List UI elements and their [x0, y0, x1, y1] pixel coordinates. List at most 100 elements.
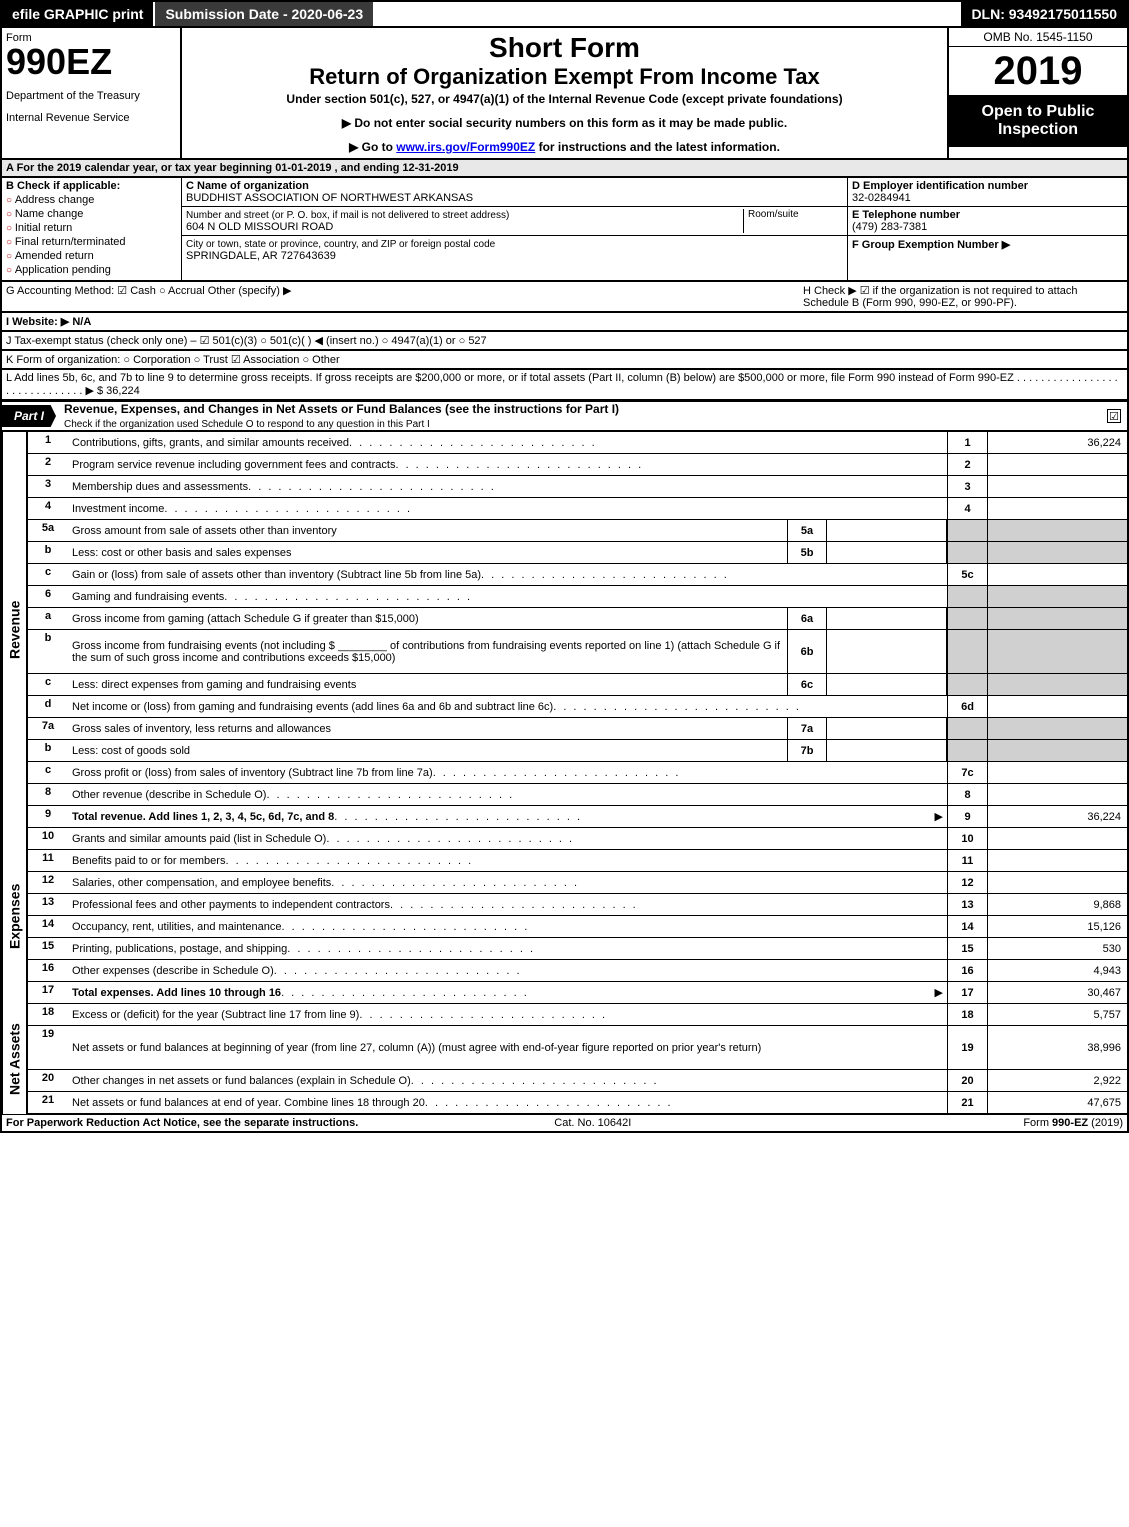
mid-line-number: 6b [787, 630, 827, 673]
line-17: 17Total expenses. Add lines 10 through 1… [26, 982, 1129, 1004]
mid-line-number: 5b [787, 542, 827, 563]
section-net-assets: Net Assets18Excess or (deficit) for the … [0, 1004, 1129, 1114]
line-b: bLess: cost or other basis and sales exp… [26, 542, 1129, 564]
line-desc: Net assets or fund balances at end of ye… [68, 1092, 947, 1113]
line-number: b [28, 740, 68, 761]
chk-final-return[interactable]: Final return/terminated [6, 236, 177, 248]
form-title-1: Short Form [186, 32, 943, 64]
line-19: 19Net assets or fund balances at beginni… [26, 1026, 1129, 1070]
e-label: E Telephone number [852, 209, 960, 221]
line-desc: Professional fees and other payments to … [68, 894, 947, 915]
line-number: 3 [28, 476, 68, 497]
side-label-net-assets: Net Assets [2, 1004, 26, 1114]
dept-irs: Internal Revenue Service [6, 112, 176, 124]
g-h-row: G Accounting Method: ☑ Cash ○ Accrual Ot… [0, 282, 1129, 313]
right-line-number: 17 [947, 982, 987, 1003]
right-line-number [947, 608, 987, 629]
line-b: bGross income from fundraising events (n… [26, 630, 1129, 674]
right-line-value [987, 828, 1127, 849]
line-5a: 5aGross amount from sale of assets other… [26, 520, 1129, 542]
org-name: BUDDHIST ASSOCIATION OF NORTHWEST ARKANS… [186, 192, 473, 204]
right-line-value [987, 740, 1127, 761]
line-desc: Net income or (loss) from gaming and fun… [68, 696, 947, 717]
mid-line-number: 7b [787, 740, 827, 761]
line-a-calendar-year: A For the 2019 calendar year, or tax yea… [0, 160, 1129, 178]
ssn-warning: ▶ Do not enter social security numbers o… [186, 116, 943, 130]
line-desc: Gross amount from sale of assets other t… [68, 520, 787, 541]
line-16: 16Other expenses (describe in Schedule O… [26, 960, 1129, 982]
line-number: b [28, 630, 68, 673]
g-accounting-method: G Accounting Method: ☑ Cash ○ Accrual Ot… [6, 284, 803, 309]
line-a: aGross income from gaming (attach Schedu… [26, 608, 1129, 630]
line-21: 21Net assets or fund balances at end of … [26, 1092, 1129, 1114]
right-line-value: 30,467 [987, 982, 1127, 1003]
line-desc: Less: cost or other basis and sales expe… [68, 542, 787, 563]
omb-number: OMB No. 1545-1150 [949, 28, 1127, 47]
right-line-number: 13 [947, 894, 987, 915]
line-number: 10 [28, 828, 68, 849]
street-label: Number and street (or P. O. box, if mail… [186, 210, 509, 221]
part-i-checkbox[interactable]: ☑ [1107, 409, 1121, 423]
line-number: c [28, 762, 68, 783]
city-label: City or town, state or province, country… [186, 239, 495, 250]
right-line-number [947, 586, 987, 607]
right-line-number [947, 520, 987, 541]
right-line-value [987, 476, 1127, 497]
line-number: 8 [28, 784, 68, 805]
line-number: 2 [28, 454, 68, 475]
right-line-value [987, 674, 1127, 695]
chk-amended-return[interactable]: Amended return [6, 250, 177, 262]
efile-print-button[interactable]: efile GRAPHIC print [2, 2, 153, 26]
box-b: B Check if applicable: Address change Na… [2, 178, 182, 280]
right-line-number [947, 630, 987, 673]
line-number: c [28, 674, 68, 695]
phone-value: (479) 283-7381 [852, 221, 927, 233]
right-line-number: 15 [947, 938, 987, 959]
footer-form-ref: Form 990-EZ (2019) [1023, 1117, 1123, 1129]
line-number: 5a [28, 520, 68, 541]
mid-line-value [827, 542, 947, 563]
instructions-link[interactable]: www.irs.gov/Form990EZ [396, 140, 535, 154]
chk-address-change[interactable]: Address change [6, 194, 177, 206]
right-line-number: 6d [947, 696, 987, 717]
section-expenses: Expenses10Grants and similar amounts pai… [0, 828, 1129, 1004]
line-12: 12Salaries, other compensation, and empl… [26, 872, 1129, 894]
form-header: Form 990EZ Department of the Treasury In… [0, 28, 1129, 160]
right-line-value [987, 630, 1127, 673]
street-value: 604 N OLD MISSOURI ROAD [186, 221, 333, 233]
mid-line-value [827, 718, 947, 739]
city-row: City or town, state or province, country… [182, 236, 847, 264]
page-footer: For Paperwork Reduction Act Notice, see … [0, 1114, 1129, 1133]
right-line-value [987, 454, 1127, 475]
line-number: 16 [28, 960, 68, 981]
mid-line-value [827, 740, 947, 761]
right-line-number: 3 [947, 476, 987, 497]
ein-row: D Employer identification number 32-0284… [848, 178, 1127, 207]
dln-label: DLN: 93492175011550 [961, 2, 1127, 26]
line-number: 12 [28, 872, 68, 893]
chk-name-change[interactable]: Name change [6, 208, 177, 220]
line-c: cGain or (loss) from sale of assets othe… [26, 564, 1129, 586]
line-desc: Contributions, gifts, grants, and simila… [68, 432, 947, 453]
line-desc: Other changes in net assets or fund bala… [68, 1070, 947, 1091]
form-title-block: Short Form Return of Organization Exempt… [182, 28, 947, 158]
line-desc: Gaming and fundraising events [68, 586, 947, 607]
line-desc: Salaries, other compensation, and employ… [68, 872, 947, 893]
form-year-block: OMB No. 1545-1150 2019 Open to Public In… [947, 28, 1127, 158]
right-line-number: 20 [947, 1070, 987, 1091]
i-website-row: I Website: ▶ N/A [0, 313, 1129, 332]
submission-date-button[interactable]: Submission Date - 2020-06-23 [153, 2, 373, 26]
line-desc: Occupancy, rent, utilities, and maintena… [68, 916, 947, 937]
chk-initial-return[interactable]: Initial return [6, 222, 177, 234]
right-line-value [987, 564, 1127, 585]
right-line-number: 4 [947, 498, 987, 519]
line-number: b [28, 542, 68, 563]
right-line-number: 10 [947, 828, 987, 849]
k-form-org-row: K Form of organization: ○ Corporation ○ … [0, 351, 1129, 370]
line-desc: Less: direct expenses from gaming and fu… [68, 674, 787, 695]
right-line-value: 530 [987, 938, 1127, 959]
right-line-number: 1 [947, 432, 987, 453]
line-number: 15 [28, 938, 68, 959]
l-gross-receipts-row: L Add lines 5b, 6c, and 7b to line 9 to … [0, 370, 1129, 401]
chk-application-pending[interactable]: Application pending [6, 264, 177, 276]
